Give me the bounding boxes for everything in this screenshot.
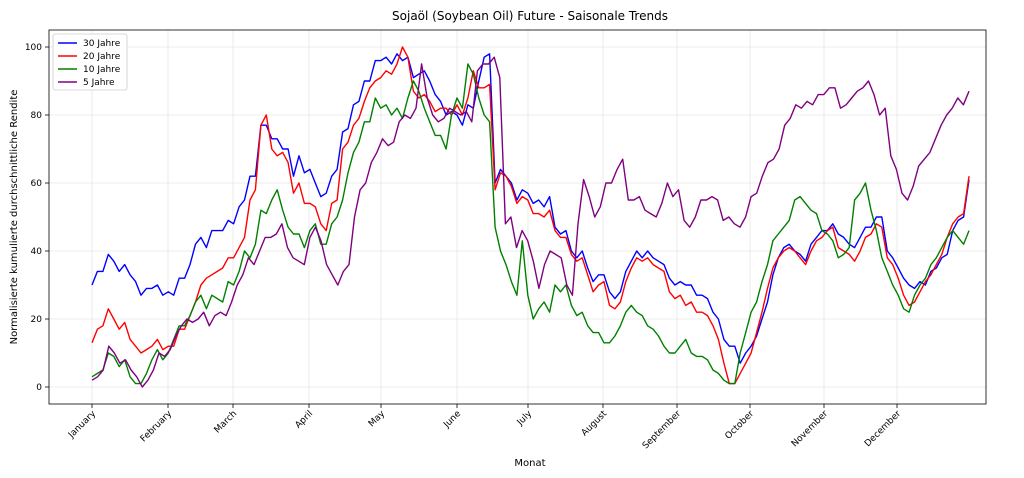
y-tick-label: 20 [31,315,43,325]
y-axis-label: Normalisierte kumulierte durchschnittlic… [9,90,20,345]
series-line-3 [91,63,970,385]
y-tick-label: 0 [36,383,42,393]
y-tick-label: 40 [31,247,43,257]
y-tick-label: 100 [25,43,42,53]
y-tick-label: 60 [31,179,43,189]
legend-box [52,33,128,91]
series-line-2 [91,46,970,385]
chart-title: Sojaöl (Soybean Oil) Future - Saisonale … [392,9,668,23]
legend: 30 Jahre 20 Jahre 10 Jahre 5 Jahre [52,33,128,91]
y-axis-ticks: 0 20 40 60 80 100 [25,43,49,393]
series-line-4 [91,56,970,388]
legend-label: 20 Jahre [83,52,121,62]
legend-label: 5 Jahre [83,78,115,88]
series-lines [91,46,970,388]
plot-frame [48,29,987,405]
legend-label: 10 Jahre [83,65,121,75]
x-axis-label: Monat [514,458,545,469]
legend-label: 30 Jahre [83,39,121,49]
y-tick-label: 80 [31,111,43,121]
